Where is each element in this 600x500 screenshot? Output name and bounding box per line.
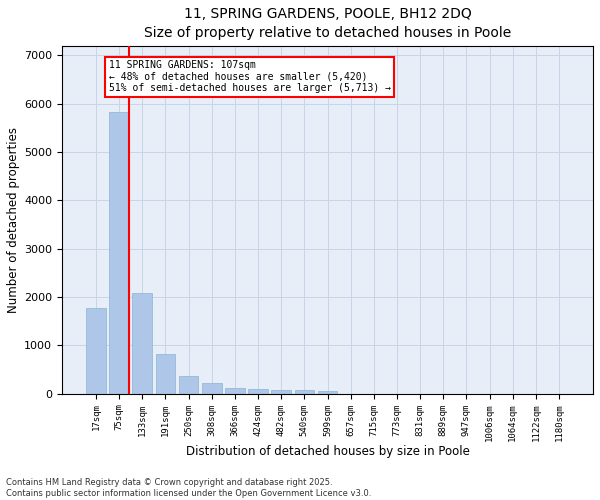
Bar: [202, 384, 221, 394]
Text: Contains HM Land Registry data © Crown copyright and database right 2025.
Contai: Contains HM Land Registry data © Crown c…: [6, 478, 371, 498]
X-axis label: Distribution of detached houses by size in Poole: Distribution of detached houses by size …: [185, 445, 469, 458]
Bar: [86, 308, 106, 394]
Bar: [133, 292, 152, 394]
Bar: [109, 112, 129, 394]
Title: 11, SPRING GARDENS, POOLE, BH12 2DQ
Size of property relative to detached houses: 11, SPRING GARDENS, POOLE, BH12 2DQ Size…: [144, 7, 511, 40]
Bar: [179, 376, 199, 394]
Y-axis label: Number of detached properties: Number of detached properties: [7, 126, 20, 312]
Bar: [155, 354, 175, 394]
Bar: [271, 390, 291, 394]
Bar: [317, 391, 337, 394]
Bar: [248, 390, 268, 394]
Bar: [295, 390, 314, 394]
Text: 11 SPRING GARDENS: 107sqm
← 48% of detached houses are smaller (5,420)
51% of se: 11 SPRING GARDENS: 107sqm ← 48% of detac…: [109, 60, 391, 94]
Bar: [225, 388, 245, 394]
